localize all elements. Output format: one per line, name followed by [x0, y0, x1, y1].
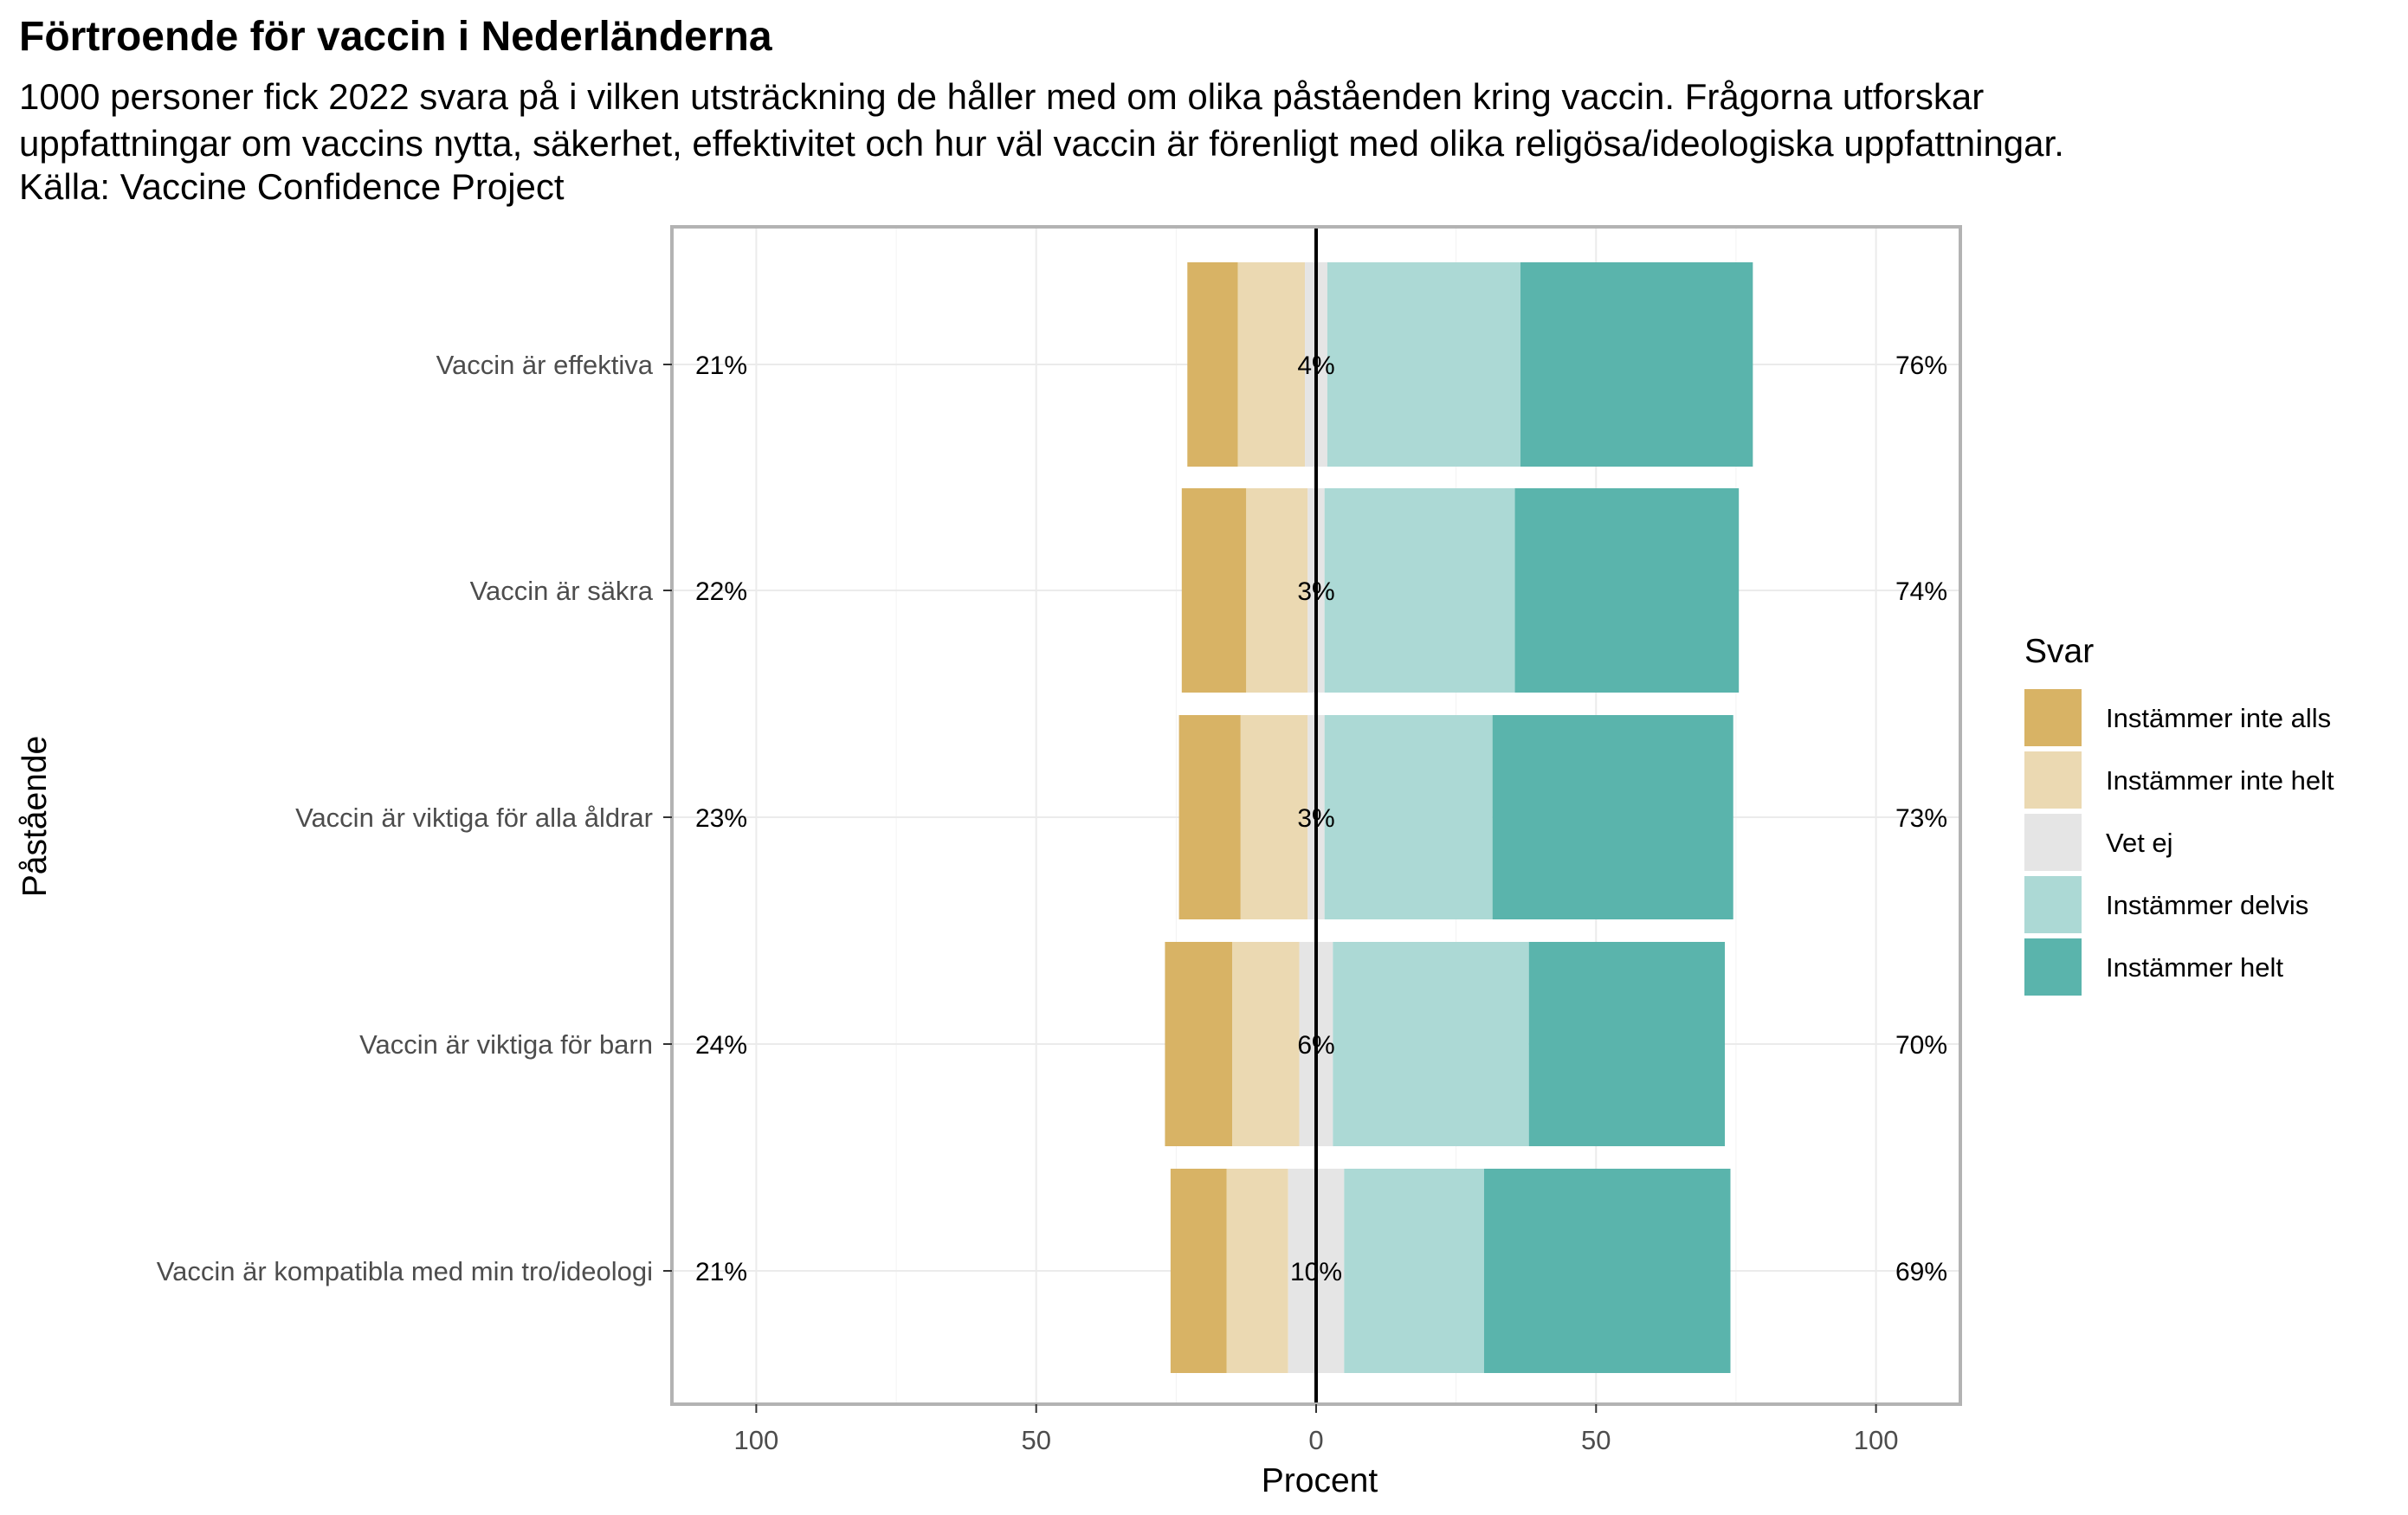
bar-instämmer-delvis: [1327, 262, 1521, 467]
category-label: Vaccin är effektiva: [436, 350, 654, 380]
bar-layer: [1165, 262, 1753, 1373]
chart-source-line: Källa: Vaccine Confidence Project: [19, 166, 565, 207]
category-label: Vaccin är säkra: [470, 576, 654, 606]
bar-instämmer-helt: [1492, 715, 1733, 919]
bar-instämmer-inte-alls: [1187, 262, 1238, 467]
legend-swatch-instämmer-helt: [2024, 938, 2082, 996]
value-label-layer: 21% 4% 76% 22% 3% 74% 23% 3% 73% 24% 6% 70% 21% 10% 69…: [695, 351, 1947, 1286]
negative-total-label: 21%: [695, 1258, 747, 1286]
x-tick-label: 100: [734, 1425, 779, 1455]
positive-total-label: 73%: [1895, 804, 1947, 833]
category-label: Vaccin är viktiga för barn: [359, 1029, 653, 1060]
negative-total-label: 24%: [695, 1031, 747, 1060]
bar-instämmer-helt: [1528, 942, 1726, 1146]
bar-instämmer-helt: [1483, 1169, 1731, 1373]
chart-subtitle-line-1: 1000 personer fick 2022 svara på i vilke…: [19, 76, 1984, 117]
bar-instämmer-delvis: [1324, 715, 1493, 919]
bar-instämmer-delvis: [1324, 488, 1515, 693]
positive-total-label: 69%: [1895, 1258, 1947, 1286]
neutral-total-label: 3%: [1297, 804, 1334, 833]
bar-instämmer-delvis: [1344, 1169, 1484, 1373]
legend-swatch-instämmer-delvis: [2024, 876, 2082, 933]
x-tick-label: 0: [1308, 1425, 1323, 1455]
bar-instämmer-inte-alls: [1178, 715, 1241, 919]
bar-instämmer-inte-alls: [1165, 942, 1233, 1146]
legend-items: Instämmer inte alls Instämmer inte helt Ve…: [2024, 689, 2334, 996]
neutral-total-label: 6%: [1297, 1031, 1334, 1060]
neutral-total-label: 4%: [1297, 351, 1334, 380]
negative-total-label: 23%: [695, 804, 747, 833]
category-label: Vaccin är viktiga för alla åldrar: [295, 803, 653, 833]
bar-instämmer-inte-helt: [1232, 942, 1300, 1146]
chart-title: Förtroende för vaccin i Nederländerna: [19, 14, 772, 60]
positive-total-label: 74%: [1895, 577, 1947, 606]
x-tick-label: 100: [1854, 1425, 1899, 1455]
x-axis-tick-labels: 100 50 0 50 100: [734, 1404, 1899, 1455]
positive-total-label: 70%: [1895, 1031, 1947, 1060]
bar-instämmer-inte-helt: [1226, 1169, 1288, 1373]
bar-instämmer-helt: [1520, 262, 1753, 467]
bar-instämmer-inte-helt: [1237, 262, 1306, 467]
legend-swatch-instämmer-inte-helt: [2024, 751, 2082, 809]
legend-swatch-vet-ej: [2024, 814, 2082, 871]
neutral-total-label: 3%: [1297, 577, 1334, 606]
bar-instämmer-inte-alls: [1181, 488, 1247, 693]
chart-subtitle-line-2: uppfattningar om vaccins nytta, säkerhet…: [19, 123, 2064, 164]
category-axis-labels: Vaccin är effektiva Vaccin är säkra Vaccin…: [157, 350, 672, 1286]
bar-instämmer-delvis: [1333, 942, 1529, 1146]
negative-total-label: 22%: [695, 577, 747, 606]
legend-swatch-instämmer-inte-alls: [2024, 689, 2082, 746]
x-tick-label: 50: [1581, 1425, 1611, 1455]
legend: Svar Instämmer inte alls Instämmer inte h…: [2024, 633, 2334, 996]
legend-label-instämmer-helt: Instämmer helt: [2106, 952, 2283, 983]
legend-label-vet-ej: Vet ej: [2106, 828, 2173, 858]
neutral-total-label: 10%: [1290, 1258, 1342, 1286]
bar-instämmer-inte-helt: [1240, 715, 1308, 919]
negative-total-label: 21%: [695, 351, 747, 380]
y-axis-title: Påstående: [16, 736, 54, 898]
bar-instämmer-inte-helt: [1246, 488, 1308, 693]
bar-instämmer-inte-alls: [1170, 1169, 1227, 1373]
bar-instämmer-helt: [1514, 488, 1740, 693]
x-tick-label: 50: [1021, 1425, 1050, 1455]
x-axis-title: Procent: [1262, 1462, 1378, 1499]
legend-title: Svar: [2024, 633, 2094, 670]
legend-label-instämmer-delvis: Instämmer delvis: [2106, 890, 2308, 920]
legend-label-instämmer-inte-helt: Instämmer inte helt: [2106, 765, 2334, 796]
legend-label-instämmer-inte-alls: Instämmer inte alls: [2106, 703, 2331, 733]
positive-total-label: 76%: [1895, 351, 1947, 380]
category-label: Vaccin är kompatibla med min tro/ideolog…: [157, 1256, 653, 1286]
